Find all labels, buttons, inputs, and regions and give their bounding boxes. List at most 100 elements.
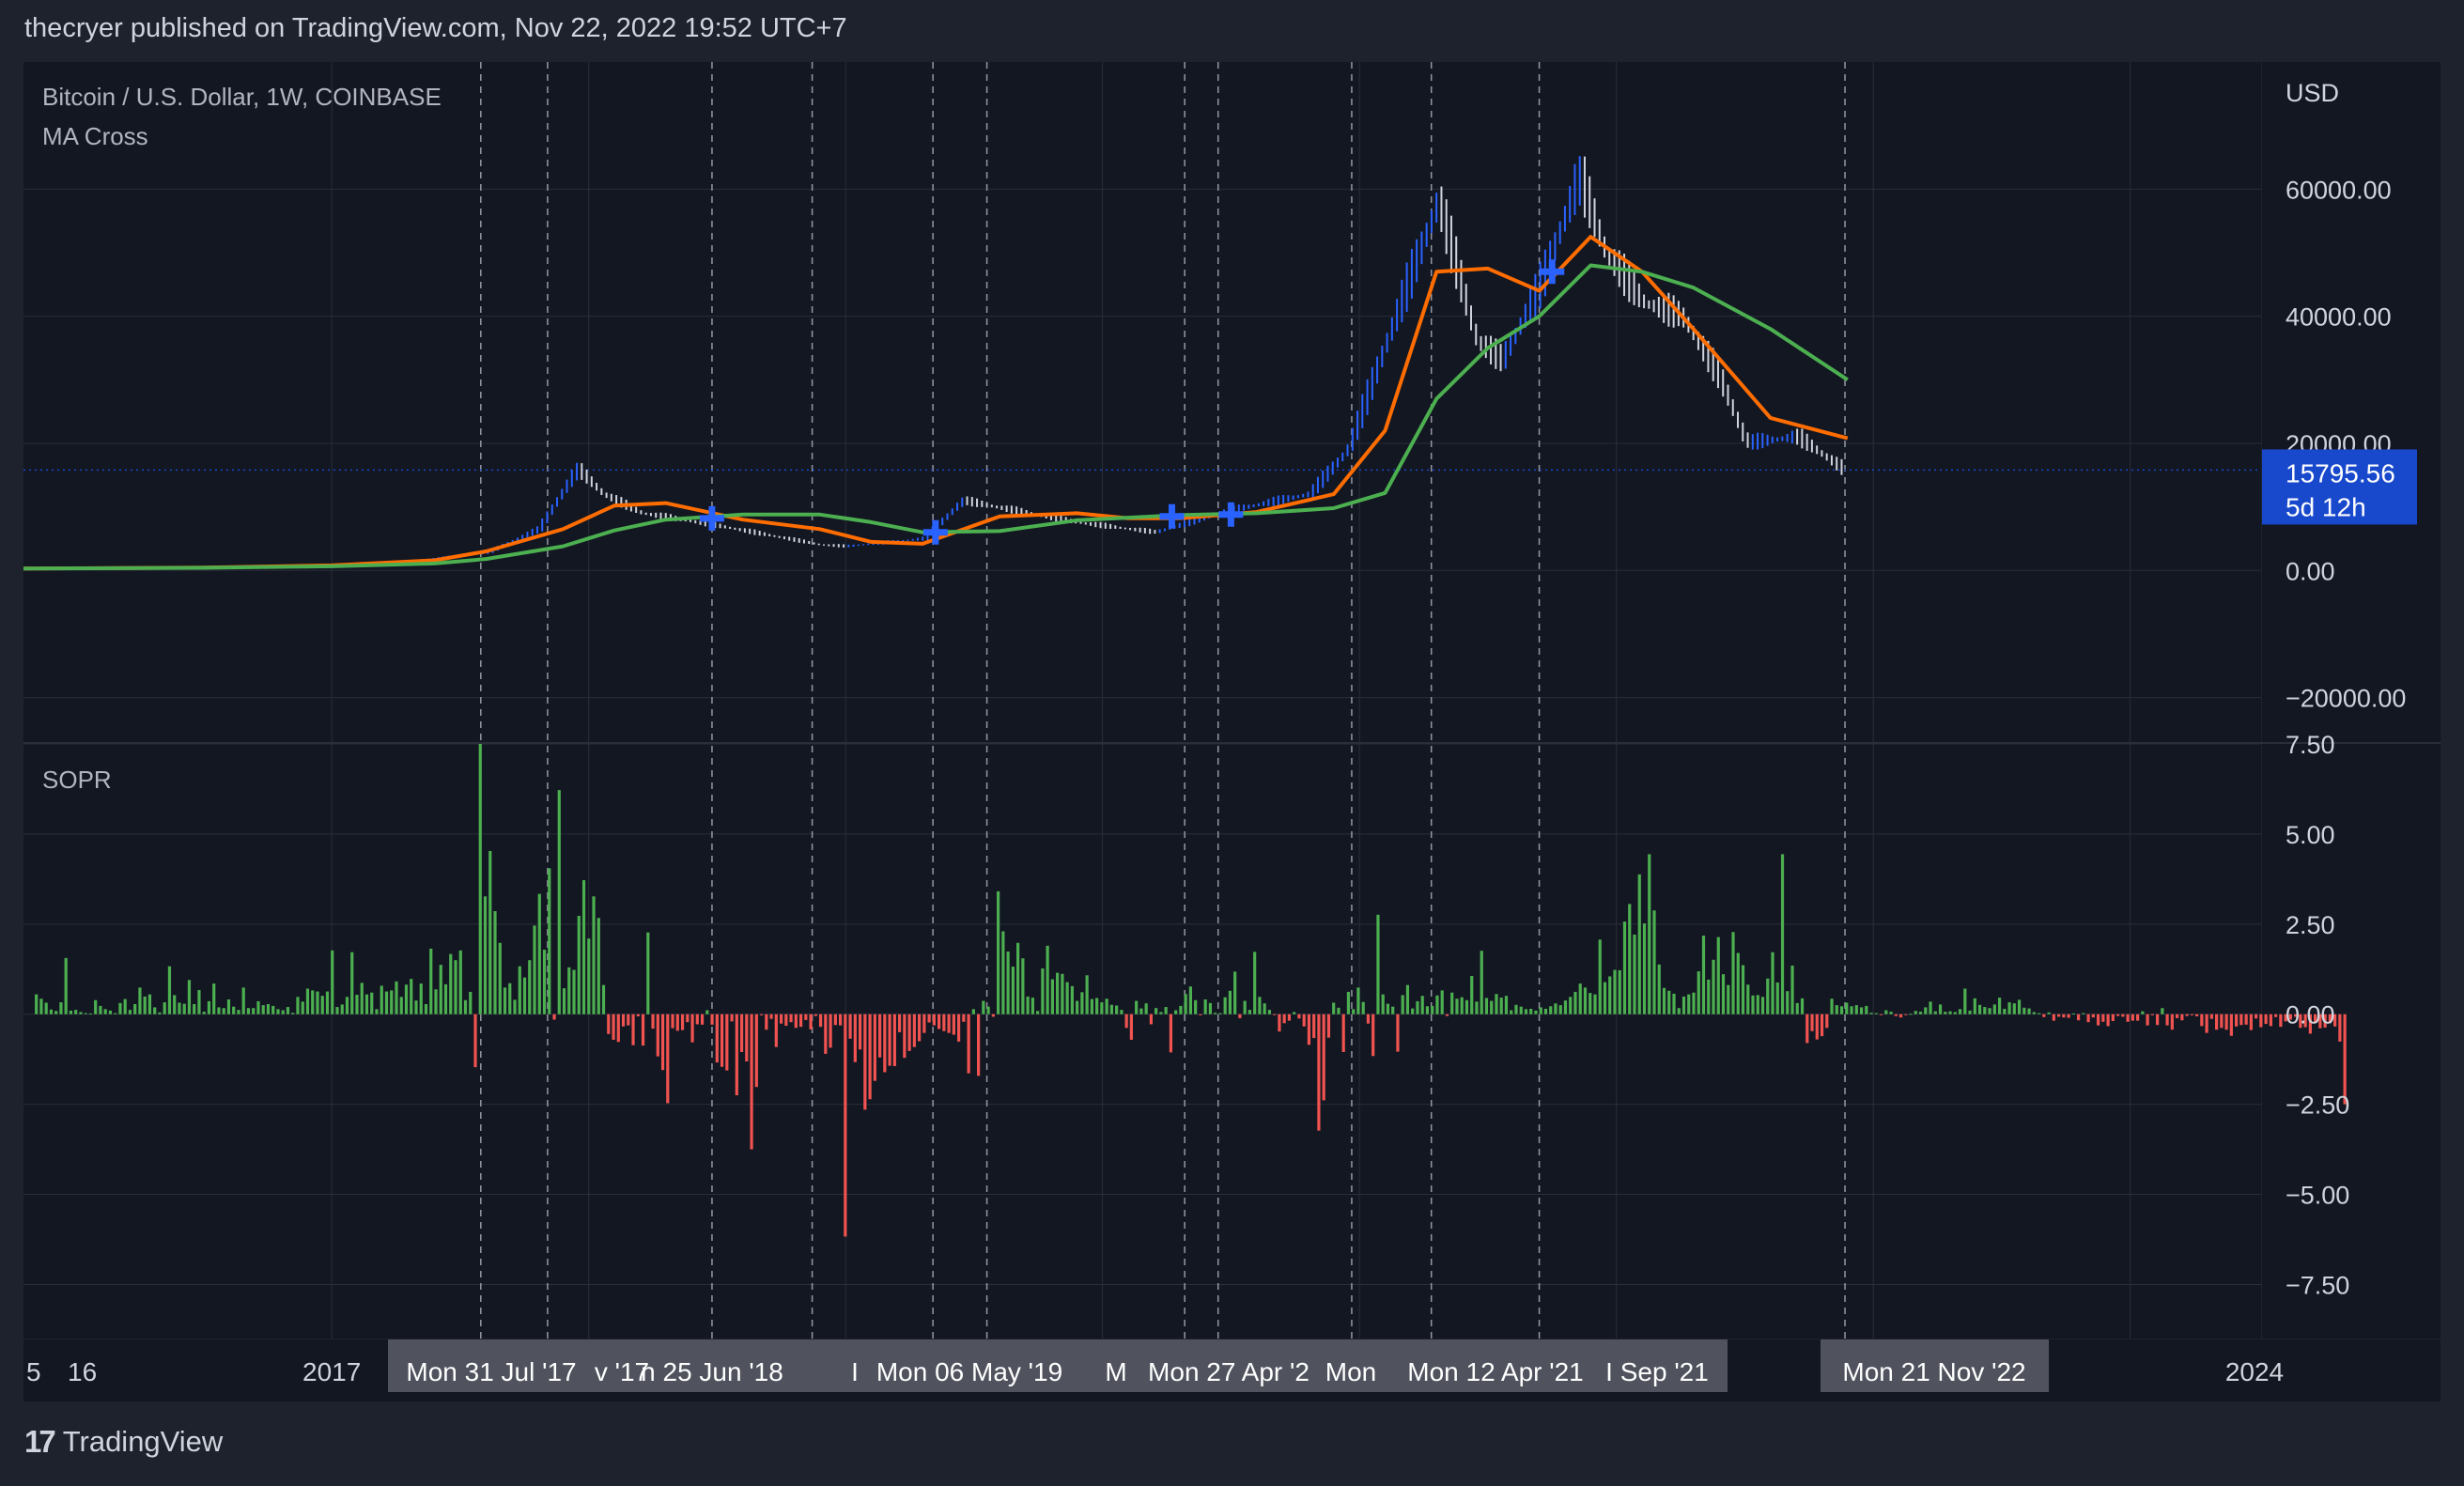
sopr-bar — [232, 1006, 236, 1014]
sopr-bar — [2170, 1014, 2174, 1030]
sopr-bar — [518, 966, 521, 1014]
sopr-bar — [695, 1014, 699, 1025]
sopr-bar — [1889, 1012, 1893, 1014]
sopr-bar — [1208, 1002, 1213, 1014]
sopr-bar — [1731, 932, 1735, 1014]
sopr-bar — [1558, 1005, 1562, 1014]
sopr-legend[interactable]: SOPR — [42, 766, 112, 794]
sopr-bar — [739, 1014, 744, 1053]
sopr-bar — [877, 1014, 882, 1058]
time-axis-highlight-label: Mon 27 Apr '2 — [1148, 1357, 1309, 1386]
sopr-bar — [99, 1005, 102, 1014]
sopr-bar — [202, 1012, 206, 1014]
sopr-bar — [1662, 987, 1666, 1014]
price-axis-tick: −20000.00 — [2286, 685, 2406, 713]
sopr-bar — [1983, 1007, 1987, 1014]
sopr-bar — [325, 991, 330, 1014]
sopr-bar — [1681, 996, 1686, 1014]
sopr-bar — [1302, 1014, 1306, 1027]
sopr-bar — [1203, 998, 1207, 1014]
sopr-bar — [1371, 1014, 1375, 1057]
sopr-bar — [1859, 1007, 1864, 1014]
sopr-bar — [2244, 1014, 2248, 1025]
sopr-bar — [241, 987, 245, 1014]
symbol-legend[interactable]: Bitcoin / U.S. Dollar, 1W, COINBASE — [42, 83, 442, 111]
time-axis-highlight-label: n 25 Jun '18 — [641, 1357, 783, 1386]
sopr-bar — [1948, 1011, 1952, 1014]
sopr-bar — [1815, 1014, 1819, 1040]
sopr-bar — [429, 948, 433, 1014]
sopr-bar — [384, 991, 389, 1014]
sopr-bar — [158, 1012, 162, 1014]
sopr-bar — [1490, 1000, 1494, 1014]
sopr-bar — [1184, 994, 1187, 1014]
sopr-bar — [1258, 997, 1262, 1014]
sopr-axis-tick: 2.50 — [2286, 911, 2335, 939]
sopr-bar — [957, 1014, 961, 1042]
sopr-bar — [1795, 1002, 1799, 1014]
sopr-bar — [542, 950, 547, 1014]
sopr-bar — [2007, 1002, 2011, 1014]
sopr-bar — [927, 1014, 931, 1023]
sopr-bar — [1633, 934, 1636, 1014]
tradingview-brand[interactable]: 17 TradingView — [24, 1424, 223, 1460]
time-axis-highlight-label: Mon 06 May '19 — [876, 1357, 1062, 1386]
ma-cross-legend[interactable]: MA Cross — [42, 122, 148, 150]
sopr-bar — [1332, 1002, 1336, 1014]
sopr-bar — [765, 1014, 768, 1030]
sopr-bar — [2279, 1014, 2283, 1028]
sopr-bar — [488, 850, 492, 1014]
sopr-bar — [725, 1014, 729, 1071]
sopr-axis-tick: −7.50 — [2286, 1271, 2349, 1299]
sopr-bar — [809, 1014, 813, 1029]
sopr-bar — [552, 1014, 556, 1020]
sopr-bar — [1115, 1005, 1119, 1014]
sopr-bar — [528, 960, 532, 1014]
sopr-bar — [1401, 995, 1404, 1014]
sopr-bar — [1499, 998, 1503, 1014]
sopr-bar — [197, 990, 201, 1014]
sopr-bar — [178, 1002, 181, 1014]
time-axis-highlight-label: Mon 21 Nov '22 — [1842, 1357, 2025, 1386]
sopr-bar — [340, 1004, 344, 1014]
sopr-bar — [35, 994, 39, 1014]
sopr-bar — [1425, 1006, 1430, 1014]
sopr-bar — [863, 1014, 867, 1110]
sopr-bar — [2200, 1014, 2204, 1027]
sopr-bar — [226, 998, 231, 1014]
sopr-bar — [2190, 1014, 2193, 1015]
sopr-bar — [1120, 1010, 1124, 1014]
sopr-bar — [281, 1010, 285, 1014]
sopr-bar — [789, 1014, 793, 1023]
sopr-bar — [581, 880, 586, 1014]
price-axis-tick: 40000.00 — [2286, 303, 2392, 332]
sopr-bar — [2303, 1014, 2307, 1028]
sopr-bar — [1549, 1006, 1553, 1014]
sopr-bar — [1056, 972, 1060, 1014]
sopr-bar — [597, 918, 600, 1014]
sopr-bar — [710, 1014, 714, 1025]
sopr-bar — [1273, 1014, 1277, 1015]
sopr-bar — [750, 1014, 753, 1150]
sopr-bar — [1963, 988, 1967, 1014]
sopr-bar — [784, 1014, 788, 1027]
sopr-bar — [720, 1014, 724, 1067]
sopr-bar — [2269, 1014, 2272, 1027]
sopr-bar — [1100, 1002, 1104, 1014]
sopr-bar — [286, 1007, 290, 1014]
sopr-bar — [1356, 987, 1360, 1014]
sopr-bar — [1011, 967, 1015, 1014]
sopr-bar — [2141, 1011, 2145, 1014]
sopr-bar — [1539, 1007, 1542, 1014]
sopr-bar — [631, 1014, 635, 1045]
sopr-bar — [1904, 1014, 1908, 1015]
sopr-bar — [153, 1007, 157, 1014]
sopr-bar — [503, 987, 507, 1014]
sopr-bar — [730, 1014, 734, 1022]
sopr-bar — [952, 1014, 955, 1035]
sopr-bar — [962, 1014, 966, 1022]
sopr-bar — [1041, 968, 1045, 1014]
sopr-bar — [103, 1009, 107, 1014]
sopr-bar — [1652, 910, 1656, 1014]
